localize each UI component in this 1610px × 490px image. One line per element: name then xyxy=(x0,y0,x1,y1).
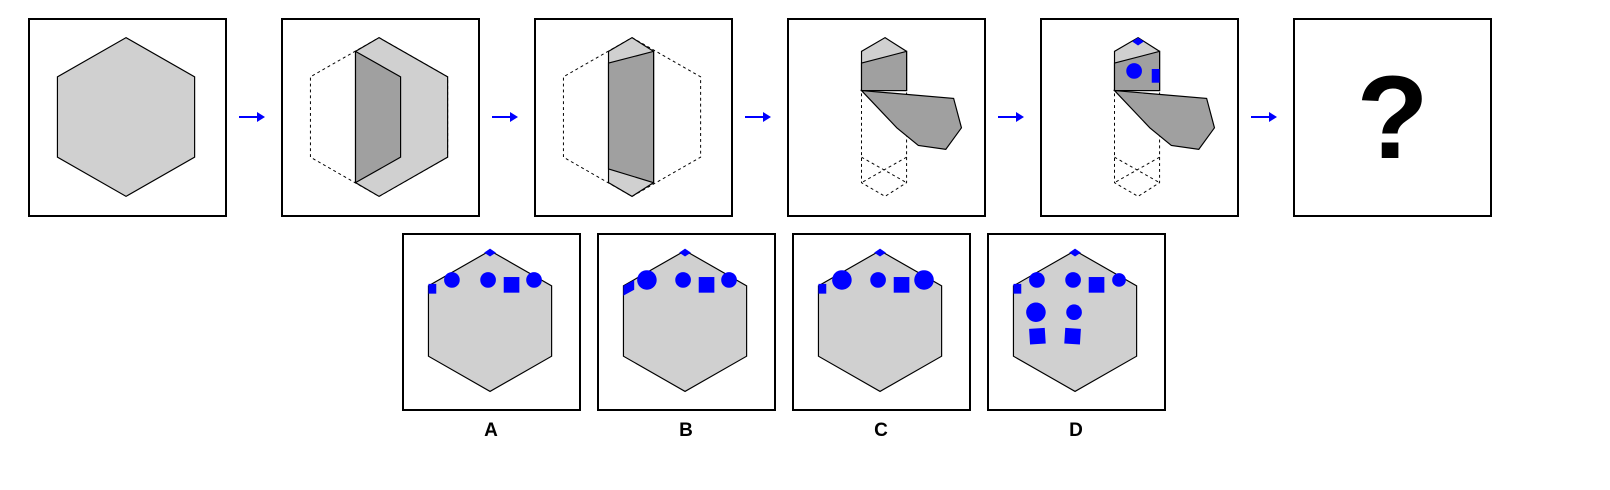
square-mark xyxy=(698,277,715,293)
folded-up-flap xyxy=(1113,89,1216,150)
option-c-label: C xyxy=(874,420,888,441)
option-b-figure xyxy=(622,248,748,393)
circle-mark xyxy=(1026,302,1046,322)
step-5-punch-figure xyxy=(1113,36,1216,197)
circle-mark xyxy=(870,272,886,288)
strip-top-folded xyxy=(860,50,908,92)
arrow-right-icon xyxy=(745,112,771,122)
folded-up-flap xyxy=(860,89,963,150)
step-2-panel xyxy=(281,18,480,217)
square-mark xyxy=(818,283,827,294)
arrow-right-icon xyxy=(239,112,265,122)
punch-diamond-mark xyxy=(1132,37,1144,46)
paper-hexagon xyxy=(56,36,196,198)
punch-square-mark xyxy=(1151,68,1160,83)
original-outline-dashed xyxy=(562,37,702,197)
folded-flap xyxy=(354,50,402,184)
option-d-panel[interactable] xyxy=(987,233,1166,411)
circle-mark xyxy=(914,270,934,290)
unfolded-hexagon xyxy=(427,249,553,393)
question-panel: ? xyxy=(1293,18,1492,217)
punch-circle-mark xyxy=(1126,63,1142,79)
circle-mark xyxy=(675,272,691,288)
square-mark xyxy=(428,283,437,294)
option-d-label: D xyxy=(1069,420,1083,441)
arrow-right-icon xyxy=(492,112,518,122)
step-2-fold-figure xyxy=(309,36,449,198)
circle-mark xyxy=(444,272,460,288)
option-a-figure xyxy=(427,248,553,393)
square-mark xyxy=(1029,327,1046,345)
step-4-fold-figure xyxy=(860,36,963,197)
step-4-panel xyxy=(787,18,986,217)
arrow-right-icon xyxy=(1251,112,1277,122)
option-a-panel[interactable] xyxy=(402,233,581,411)
triangle-mark xyxy=(623,279,635,296)
option-a-label: A xyxy=(484,420,498,441)
square-mark xyxy=(1088,277,1105,293)
option-d-figure xyxy=(1012,248,1138,393)
step-3-panel xyxy=(534,18,733,217)
step-1-panel xyxy=(28,18,227,217)
folded-strip-face xyxy=(607,50,655,184)
option-c-panel[interactable] xyxy=(792,233,971,411)
step-1-hexagon-figure xyxy=(56,36,196,198)
square-mark xyxy=(893,277,910,293)
arrow-right-icon xyxy=(998,112,1024,122)
square-mark xyxy=(1064,327,1081,345)
diamond-mark xyxy=(1069,248,1081,257)
circle-mark xyxy=(526,272,542,288)
circle-mark xyxy=(1029,272,1045,288)
circle-mark xyxy=(721,272,737,288)
square-mark xyxy=(1013,283,1022,294)
question-mark: ? xyxy=(1356,51,1429,184)
square-mark xyxy=(503,277,520,293)
circle-mark xyxy=(637,270,657,290)
step-5-panel xyxy=(1040,18,1239,217)
circle-mark xyxy=(1065,272,1081,288)
option-b-panel[interactable] xyxy=(597,233,776,411)
option-b-label: B xyxy=(679,420,693,441)
circle-mark xyxy=(832,270,852,290)
circle-mark xyxy=(1112,273,1126,287)
diamond-mark xyxy=(484,248,496,257)
option-c-figure xyxy=(817,248,943,393)
circle-mark xyxy=(480,272,496,288)
circle-mark xyxy=(1066,304,1082,321)
step-3-fold-figure xyxy=(562,36,702,198)
